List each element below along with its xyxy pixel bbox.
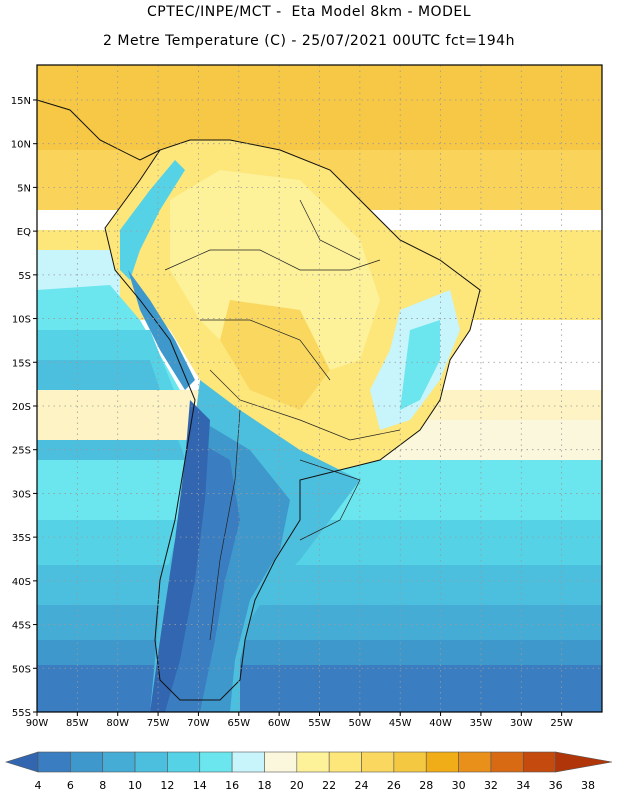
colorbar-label: 8 [99,779,106,792]
lon-label: 65W [227,718,250,729]
lat-label: 5N [17,183,31,194]
lat-label: 55S [12,708,31,719]
lat-label: EQ [17,227,31,238]
colorbar-label: 6 [67,779,74,792]
lon-label: 45W [389,718,412,729]
colorbar-swatch [199,751,233,773]
colorbar-swatch [102,751,136,773]
colorbar: 4 6 8 10 12 14 16 18 20 22 24 26 28 30 32 34 36 38 [4,751,613,792]
lon-label: 90W [26,718,49,729]
latitude-labels: 15N 10N 5N EQ 5S 10S 15S 20S 25S 30S 35S 40S 45S 50S 5… [11,96,37,719]
colorbar-label: 34 [516,779,530,792]
lat-label: 50S [12,664,31,675]
colorbar-label: 30 [452,779,466,792]
lat-label: 40S [12,577,31,588]
colorbar-swatch [522,751,556,773]
colorbar-low-arrow [4,751,39,773]
colorbar-swatch [70,751,104,773]
coastline [104,139,481,701]
lon-label: 25W [550,718,573,729]
colorbar-label: 26 [387,779,401,792]
lat-label: 25S [12,446,31,457]
colorbar-label: 4 [35,779,42,792]
colorbar-label: 14 [193,779,207,792]
lat-label: 15N [11,96,31,107]
colorbar-swatch [328,751,362,773]
lat-label: 45S [12,621,31,632]
lon-label: 40W [429,718,452,729]
colorbar-swatch [393,751,427,773]
lat-label: 10S [12,315,31,326]
lon-label: 55W [308,718,331,729]
lon-label: 35W [470,718,493,729]
colorbar-label: 10 [128,779,142,792]
colorbar-swatch [425,751,459,773]
title-line-1: CPTEC/INPE/MCT - Eta Model 8km - MODEL [147,4,471,20]
colorbar-swatch [296,751,330,773]
colorbar-swatch [37,751,71,773]
lon-label: 30W [510,718,533,729]
colorbar-label: 20 [290,779,304,792]
lat-label: 35S [12,533,31,544]
lat-label: 5S [18,271,31,282]
colorbar-swatch [134,751,168,773]
central-america-coast [36,99,161,161]
lon-label: 70W [187,718,210,729]
colorbar-label: 18 [257,779,271,792]
longitude-labels: 90W 85W 80W 75W 70W 65W 60W 55W 50W 45W 40W 35W 30W 2… [26,712,573,729]
colorbar-label: 22 [322,779,336,792]
lon-label: 50W [349,718,372,729]
colorbar-swatch [264,751,298,773]
colorbar-label: 24 [355,779,369,792]
colorbar-label: 36 [549,779,563,792]
colorbar-label: 38 [581,779,595,792]
colorbar-label: 32 [484,779,498,792]
colorbar-swatch [231,751,265,773]
title-line-2: 2 Metre Temperature (C) - 25/07/2021 00U… [103,33,515,49]
colorbar-swatch [167,751,201,773]
colorbar-swatch [490,751,524,773]
colorbar-label: 28 [419,779,433,792]
colorbar-swatch [458,751,492,773]
lon-label: 75W [147,718,170,729]
lat-label: 20S [12,402,31,413]
colorbar-label: 12 [160,779,174,792]
colorbar-high-arrow [555,751,613,773]
lon-label: 60W [268,718,291,729]
lat-label: 30S [12,489,31,500]
country-borders [164,199,401,641]
colorbar-label: 16 [225,779,239,792]
lat-label: 15S [12,358,31,369]
grid [37,65,602,712]
lon-label: 80W [106,718,129,729]
lon-label: 85W [66,718,89,729]
colorbar-swatch [361,751,395,773]
lat-label: 10N [11,140,31,151]
